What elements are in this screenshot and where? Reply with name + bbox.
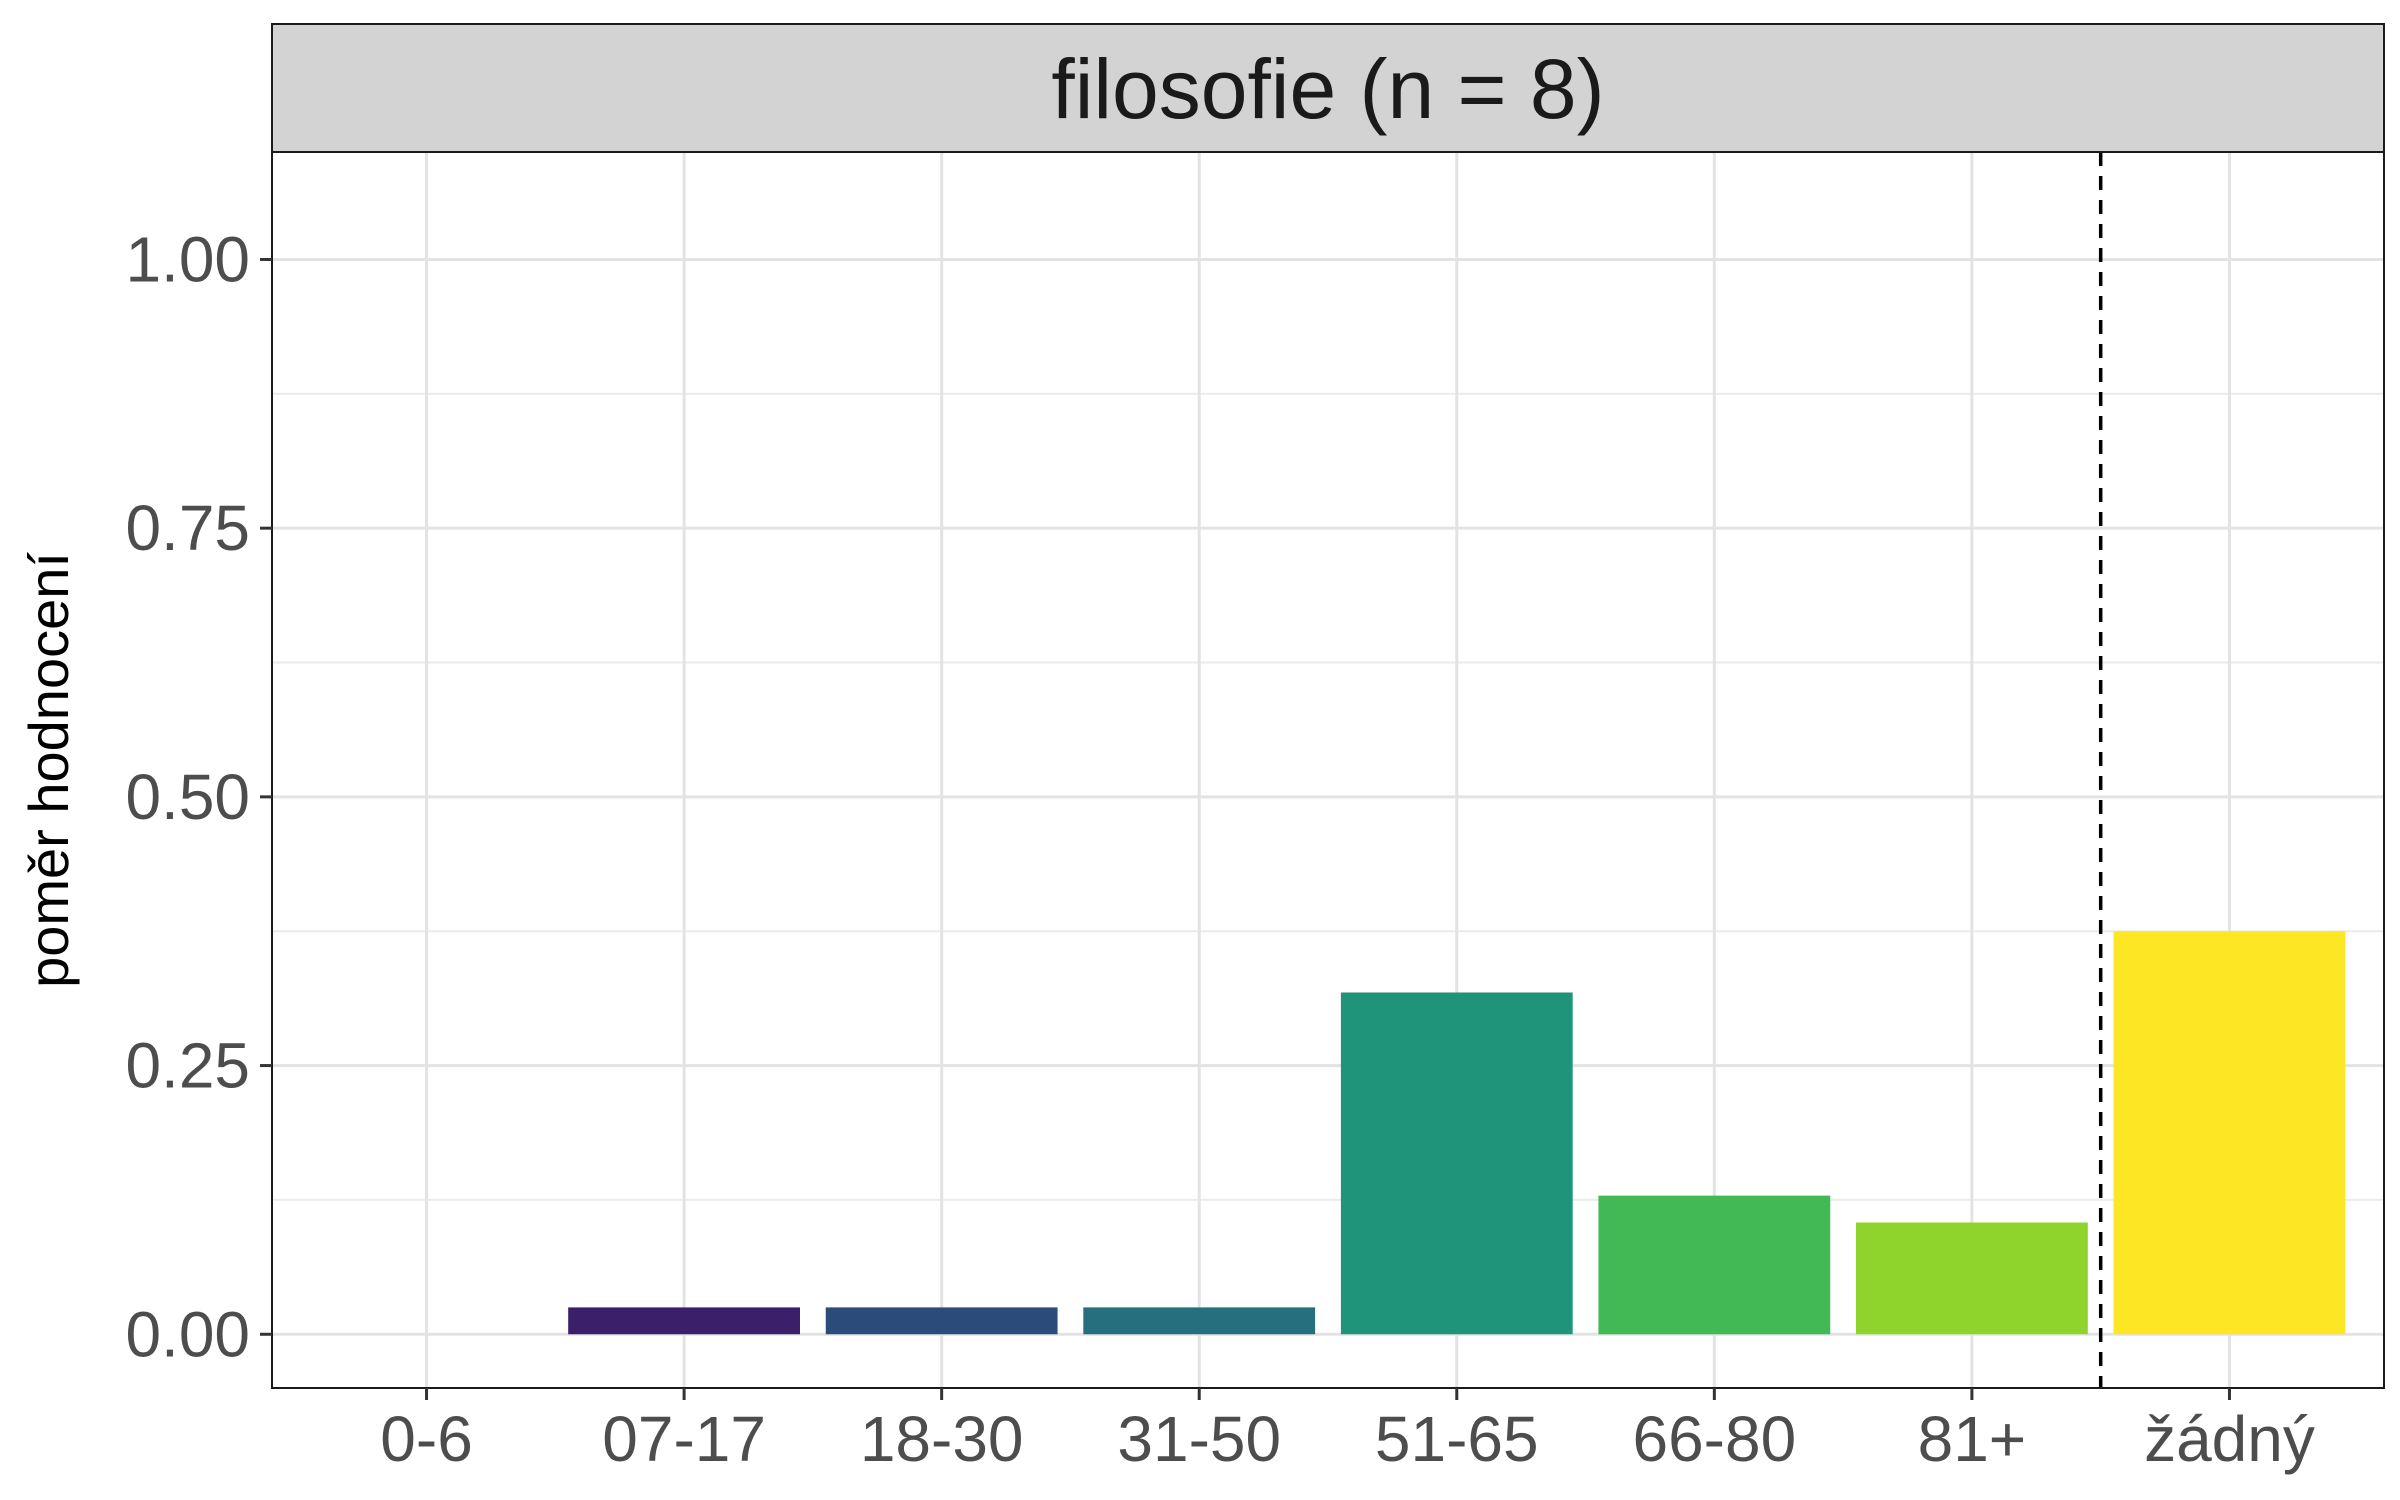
bar-18-30 bbox=[825, 1307, 1058, 1335]
bar-31-50 bbox=[1083, 1307, 1316, 1335]
y-tick-label: 1.00 bbox=[125, 223, 250, 295]
bar-81+ bbox=[1856, 1222, 2088, 1335]
y-tick-label: 0.50 bbox=[125, 761, 250, 833]
x-tick-label: 0-6 bbox=[380, 1403, 473, 1475]
bar-51-65 bbox=[1340, 992, 1573, 1335]
x-tick-label: žádný bbox=[2144, 1403, 2315, 1475]
y-tick-label: 0.25 bbox=[125, 1030, 250, 1102]
x-tick-label: 31-50 bbox=[1117, 1403, 1281, 1475]
plot-panel bbox=[272, 152, 2384, 1388]
x-tick-label: 07-17 bbox=[602, 1403, 766, 1475]
minor-gridlines bbox=[272, 392, 2384, 1201]
x-axis: 0-6 07-17 18-30 31-50 51-65 66-80 81+ žádný bbox=[380, 1388, 2315, 1475]
y-tick-label: 0.00 bbox=[125, 1298, 250, 1370]
x-tick-label: 81+ bbox=[1918, 1403, 2027, 1475]
bar-66-80 bbox=[1598, 1195, 1831, 1335]
bar-žádný bbox=[2113, 931, 2346, 1335]
facet-strip bbox=[271, 23, 2385, 153]
bar-07-17 bbox=[568, 1307, 800, 1335]
y-axis-title: poměr hodnocení bbox=[17, 552, 80, 988]
y-axis: 0.00 0.25 0.50 0.75 1.00 bbox=[125, 223, 272, 1370]
bars bbox=[568, 931, 2346, 1335]
x-tick-label: 51-65 bbox=[1375, 1403, 1539, 1475]
facet-title: filosofie (n = 8) bbox=[1051, 42, 1604, 136]
y-tick-label: 0.75 bbox=[125, 492, 250, 564]
x-tick-label: 18-30 bbox=[860, 1403, 1024, 1475]
x-tick-label: 66-80 bbox=[1632, 1403, 1796, 1475]
